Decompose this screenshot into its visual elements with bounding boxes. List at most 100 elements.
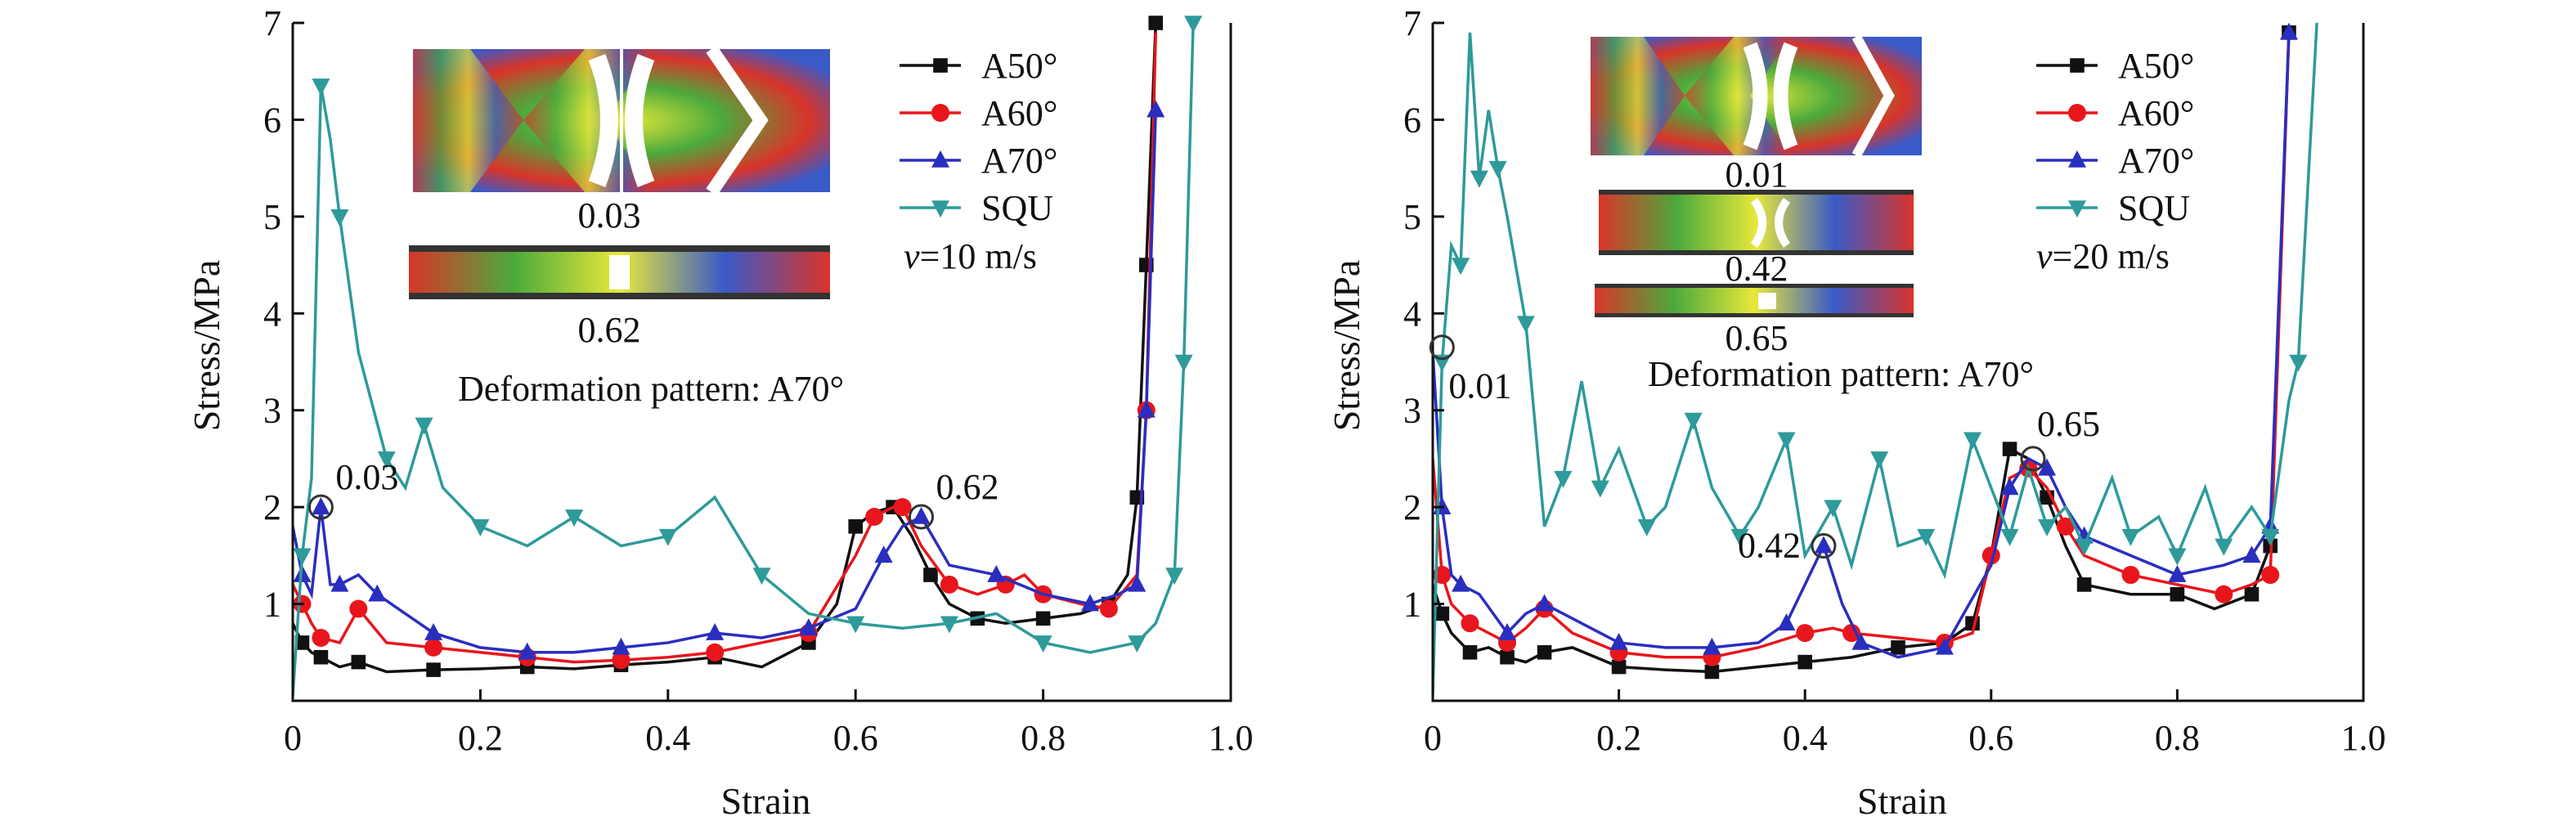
data-point xyxy=(612,651,631,670)
velocity-label-right: v=20 m/s xyxy=(2036,236,2170,276)
x-tick-label: 0.4 xyxy=(1783,718,1828,758)
series-line xyxy=(293,22,1195,697)
data-point xyxy=(1963,432,1982,450)
data-point xyxy=(2168,548,2187,566)
data-point xyxy=(1461,614,1479,633)
y-tick-label: 3 xyxy=(1403,391,1421,431)
x-tick-label: 0.8 xyxy=(1021,718,1066,758)
marked-point-circle xyxy=(1429,334,1455,361)
deformation-pattern-label: Deformation pattern: A70° xyxy=(1648,354,2034,394)
data-point xyxy=(1148,16,1164,30)
data-point xyxy=(1128,635,1147,653)
data-point xyxy=(865,507,884,526)
data-point xyxy=(2261,566,2280,585)
velocity-label-left: v=10 m/s xyxy=(904,236,1037,276)
data-point xyxy=(1174,354,1193,372)
fe-image-strain-0-01 xyxy=(1591,34,1922,158)
y-tick-label: 1 xyxy=(1403,585,1421,625)
data-point xyxy=(424,638,443,657)
data-point xyxy=(2215,585,2233,603)
legend-entry-label: A50° xyxy=(981,46,1057,86)
series-a70 xyxy=(293,100,1165,660)
data-point xyxy=(1500,649,1515,665)
panel-right: 0.01 0.42 0.65 Deformation pattern: A70°… xyxy=(1326,3,2386,821)
data-point xyxy=(658,528,677,546)
data-point xyxy=(1797,654,1812,670)
data-point xyxy=(1611,659,1627,675)
data-point xyxy=(1684,412,1703,430)
data-point xyxy=(752,568,771,585)
data-point xyxy=(1554,470,1573,488)
data-point xyxy=(330,574,349,592)
data-point xyxy=(2000,478,2019,496)
y-tick-label: 5 xyxy=(1403,197,1421,237)
data-point xyxy=(2038,458,2057,476)
y-tick-label: 6 xyxy=(263,100,281,140)
data-point xyxy=(940,616,958,634)
legend-entry-label: A70° xyxy=(2118,141,2194,181)
data-point xyxy=(612,637,631,655)
marked-point-label: 0.03 xyxy=(335,457,398,497)
x-tick-label: 0.4 xyxy=(645,718,690,758)
legend-entry-label: A60° xyxy=(2118,93,2194,133)
legend-marker xyxy=(2068,150,2086,168)
deformation-inset: 0.03 0.62 Deformation pattern: A70° xyxy=(409,45,844,409)
plot-area-left: 0 0.2 0.4 0.6 0.8 1.01234567StrainStress/MPa0… xyxy=(186,3,1254,821)
data-point xyxy=(1704,664,1720,680)
data-point xyxy=(312,497,330,514)
data-point xyxy=(2121,566,2140,585)
data-point xyxy=(312,629,330,648)
y-axis-label: Stress/MPa xyxy=(1326,260,1367,432)
legend-marker xyxy=(2068,104,2086,122)
legend-marker xyxy=(931,200,949,218)
inset-label-strain-3: 0.65 xyxy=(1726,318,1788,358)
data-point xyxy=(1099,599,1118,618)
legend-left: A50° A60° A70° SQU xyxy=(900,46,1057,228)
inset-label-strain-1: 0.03 xyxy=(578,195,641,236)
data-point xyxy=(1470,170,1488,188)
legend-entry-label: SQU xyxy=(981,188,1053,228)
data-point xyxy=(848,519,863,534)
data-point xyxy=(471,519,490,536)
data-point xyxy=(313,649,329,665)
data-point xyxy=(351,654,366,670)
x-tick-label: 1.0 xyxy=(2341,718,2386,758)
data-point xyxy=(799,618,818,635)
y-tick-label: 6 xyxy=(1403,100,1421,140)
y-tick-label: 2 xyxy=(1403,487,1421,527)
data-point xyxy=(1452,258,1470,276)
data-point xyxy=(1842,624,1861,643)
data-point xyxy=(874,545,893,563)
deformation-pattern-label: Deformation pattern: A70° xyxy=(458,369,844,409)
data-point xyxy=(377,451,396,469)
fe-image-strain-0-62 xyxy=(409,245,830,299)
data-point xyxy=(424,623,443,640)
y-axis-label: Stress/MPa xyxy=(186,260,227,432)
series-squ xyxy=(1433,22,2318,697)
data-point xyxy=(846,616,865,634)
x-tick-label: 0.2 xyxy=(458,718,503,758)
marked-point-circle xyxy=(307,494,334,520)
legend-entry-label: SQU xyxy=(2118,188,2190,228)
axes-frame xyxy=(1431,23,2365,702)
data-point xyxy=(2121,528,2140,546)
data-point xyxy=(1851,632,1870,650)
x-tick-label: 0.8 xyxy=(2155,718,2200,758)
data-point xyxy=(1824,500,1842,518)
data-point xyxy=(2000,528,2019,546)
data-point xyxy=(2244,586,2260,602)
data-point xyxy=(1777,613,1796,631)
data-point xyxy=(293,548,312,566)
marked-point-label: 0.62 xyxy=(936,467,999,507)
data-point xyxy=(518,642,536,660)
y-tick-label: 1 xyxy=(263,585,281,625)
data-point xyxy=(312,79,330,96)
data-point xyxy=(2002,442,2017,456)
data-point xyxy=(893,498,912,517)
data-point xyxy=(2289,354,2308,372)
data-point xyxy=(349,599,368,618)
data-point xyxy=(1035,611,1051,626)
data-point xyxy=(426,662,441,677)
data-point xyxy=(2075,538,2094,556)
y-tick-label: 7 xyxy=(263,3,281,43)
